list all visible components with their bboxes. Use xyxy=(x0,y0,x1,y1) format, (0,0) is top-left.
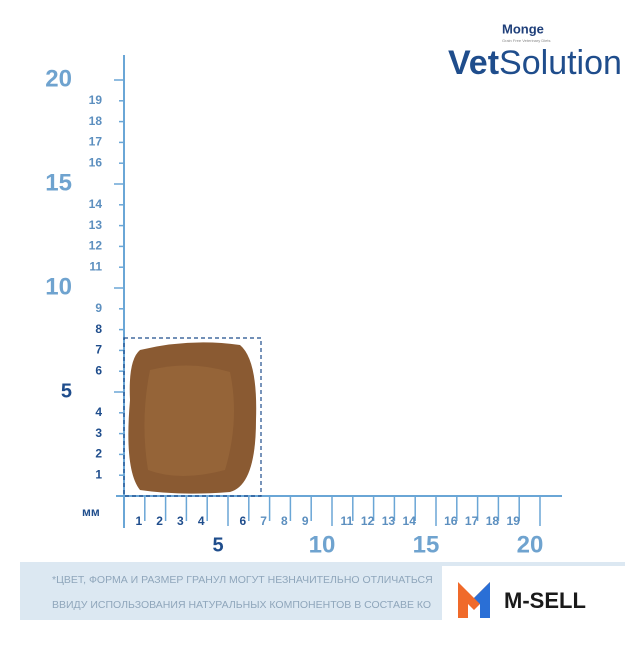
kibble-texture xyxy=(144,365,234,476)
brand-product-b: Solution xyxy=(499,44,622,82)
x-tick-label: 9 xyxy=(302,514,309,528)
x-tick-label: 3 xyxy=(177,514,184,528)
y-tick-label: 14 xyxy=(89,197,103,211)
y-major-label: 15 xyxy=(45,169,72,196)
x-tick-label: 12 xyxy=(361,514,375,528)
x-tick-label: 7 xyxy=(260,514,267,528)
y-tick-label: 9 xyxy=(95,301,102,315)
y-tick-label: 7 xyxy=(95,343,102,357)
x-tick-label: 4 xyxy=(198,514,205,528)
x-tick-label: 11 xyxy=(340,514,353,528)
x-major-label: 10 xyxy=(309,531,336,558)
disclaimer-line: *ЦВЕТ, ФОРМА И РАЗМЕР ГРАНУЛ МОГУТ НЕЗНА… xyxy=(52,574,433,586)
y-major-label: 5 xyxy=(61,380,72,402)
x-tick-label: 8 xyxy=(281,514,288,528)
size-box xyxy=(123,337,262,497)
x-tick-label: 16 xyxy=(444,514,458,528)
x-tick-label: 2 xyxy=(156,514,163,528)
y-major-label: 10 xyxy=(45,273,72,300)
y-tick-label: 17 xyxy=(89,135,103,149)
brand-product: VetSolution xyxy=(448,44,622,82)
x-major-label: 20 xyxy=(517,531,544,558)
y-tick-label: 13 xyxy=(89,218,103,232)
x-tick-label: 17 xyxy=(465,514,479,528)
unit-label: мм xyxy=(82,505,100,519)
y-tick-label: 6 xyxy=(95,363,102,377)
x-tick-label: 18 xyxy=(486,514,500,528)
y-tick-label: 2 xyxy=(95,447,102,461)
x-tick-label: 19 xyxy=(507,514,521,528)
disclaimer-line: ВВИДУ ИСПОЛЬЗОВАНИЯ НАТУРАЛЬНЫХ КОМПОНЕН… xyxy=(52,599,431,611)
y-tick-label: 12 xyxy=(89,239,103,253)
y-tick-label: 11 xyxy=(89,259,102,273)
x-tick-label: 1 xyxy=(135,514,142,528)
brand-tagline: Grain Free Veterinary Diets xyxy=(502,38,550,43)
y-major-label: 20 xyxy=(45,65,72,92)
logo-mark-accent xyxy=(474,582,490,618)
x-tick-label: 6 xyxy=(239,514,246,528)
y-tick-label: 1 xyxy=(95,467,102,481)
y-tick-label: 8 xyxy=(95,322,102,336)
x-tick-label: 13 xyxy=(382,514,396,528)
x-major-label: 5 xyxy=(212,534,223,556)
y-tick-label: 4 xyxy=(95,405,102,419)
logo-text: M-SELL xyxy=(504,588,586,613)
y-tick-label: 18 xyxy=(89,114,103,128)
x-major-label: 15 xyxy=(413,531,440,558)
brand-product-a: Vet xyxy=(448,44,499,82)
x-tick-label: 14 xyxy=(403,514,417,528)
brand-maker: Monge xyxy=(502,21,544,36)
y-tick-label: 16 xyxy=(89,155,103,169)
y-tick-label: 3 xyxy=(95,426,102,440)
y-tick-label: 19 xyxy=(89,93,103,107)
logo-box xyxy=(442,566,642,626)
